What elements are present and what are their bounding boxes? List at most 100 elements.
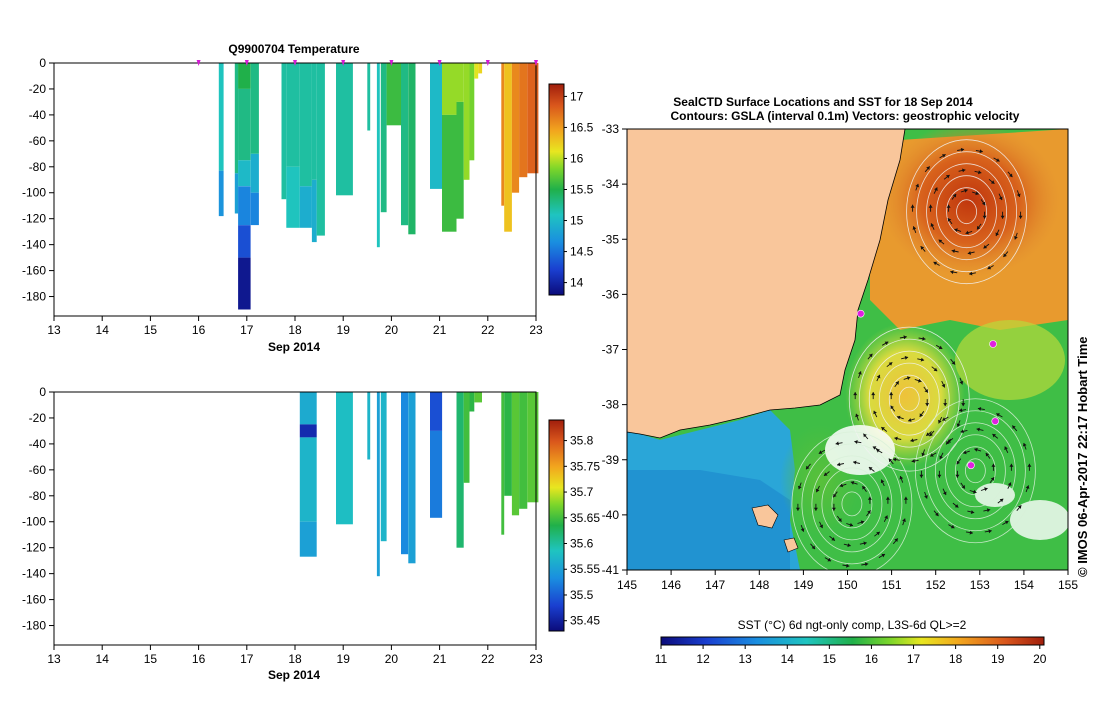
velocity-vector-head [935, 512, 939, 517]
gsla-contour-eddy-1 [898, 386, 920, 412]
velocity-vector-head [984, 487, 988, 492]
gsla-contour-eddy-3 [841, 491, 863, 517]
velocity-vector-head [934, 187, 938, 191]
salinity-profile-15-segment-0 [519, 392, 528, 509]
velocity-vector-head [1025, 485, 1030, 489]
velocity-vector-head [1009, 463, 1014, 467]
velocity-vector-head [1004, 446, 1008, 451]
temperature-x-tick-label: 16 [192, 323, 206, 337]
cool-water-strait [627, 470, 790, 570]
temperature-colorbar-tick-label: 15.5 [570, 183, 594, 197]
temperature-profile-0-segment-0 [218, 63, 224, 171]
velocity-vector-head [973, 489, 977, 494]
temperature-section-plot: Q9900704 Temperature 13 14 15 16 17 18 19 20 21 2… [22, 42, 594, 354]
temperature-profile-5-segment-1 [286, 166, 300, 228]
velocity-vector-head [983, 245, 988, 249]
temperature-profile-25-segment-0 [511, 63, 520, 193]
geostrophic-velocity-vectors [795, 147, 1032, 568]
temperature-y-tick-label: -80 [29, 160, 47, 174]
salinity-profile-7-segment-1 [430, 430, 443, 518]
velocity-vector-head [838, 518, 842, 522]
velocity-vector-head [990, 477, 995, 481]
velocity-vector-head [911, 459, 915, 463]
temperature-profile-3-segment-0 [250, 63, 259, 154]
velocity-vector-head [954, 228, 958, 232]
map-longitude-tick-label: 155 [1058, 578, 1078, 592]
velocity-vector-head [880, 479, 885, 484]
velocity-vector-head [797, 485, 802, 490]
surface-marker [389, 60, 394, 66]
seal-location-marker [991, 417, 1000, 425]
gsla-contour-eddy-0 [956, 199, 977, 225]
seal-location-marker [967, 461, 975, 470]
temperature-x-tick-label: 13 [47, 323, 61, 337]
temperature-y-tick-label: 0 [39, 56, 46, 70]
velocity-vector-head [902, 518, 906, 522]
salinity-profile-0-segment-1 [299, 424, 317, 438]
velocity-vector-head [847, 543, 851, 548]
velocity-vector-head [1009, 173, 1013, 178]
temperature-profile-7-segment-0 [311, 63, 317, 180]
velocity-vector-head [881, 553, 885, 558]
surface-marker [244, 60, 249, 66]
temperature-y-tick-label: -140 [22, 238, 46, 252]
velocity-vector-head [961, 403, 966, 407]
velocity-vector-head [831, 507, 836, 511]
velocity-vector-head [881, 427, 885, 431]
map-longitude-tick-label: 149 [793, 578, 813, 592]
velocity-vector-head [930, 223, 935, 227]
gsla-contour-eddy-1 [858, 338, 960, 460]
velocity-vector-head [806, 465, 810, 470]
salinity-x-tick-label: 19 [337, 652, 351, 666]
temperature-x-tick-label: 22 [481, 323, 495, 337]
velocity-vector-head [876, 531, 880, 536]
temperature-profile-7-segment-1 [311, 179, 317, 243]
temperature-profile-15-segment-0 [408, 63, 416, 235]
velocity-vector-head [950, 524, 955, 529]
velocity-vector-head [850, 481, 855, 485]
temperature-profile-3-segment-1 [250, 153, 259, 193]
salinity-colorbar-tick-label: 35.7 [570, 485, 594, 499]
velocity-vector-head [855, 413, 859, 418]
salinity-profile-6-segment-0 [408, 392, 416, 564]
temperature-x-tick-label: 19 [337, 323, 351, 337]
salinity-y-tick-label: 0 [39, 385, 46, 399]
land-island [751, 504, 779, 529]
velocity-vector-head [871, 392, 876, 396]
salinity-profile-16-segment-0 [527, 392, 539, 503]
temperature-x-tick-label: 21 [433, 323, 447, 337]
gsla-contour-eddy-0 [916, 151, 1017, 273]
velocity-vector-head [999, 498, 1004, 503]
velocity-vector-head [904, 355, 909, 360]
velocity-vector-head [919, 413, 924, 417]
salinity-colorbar-tick-label: 35.55 [570, 562, 600, 576]
velocity-vector-head [858, 371, 862, 375]
temperature-x-tick-label: 20 [385, 323, 399, 337]
velocity-vector-head [960, 429, 964, 434]
velocity-vector-head [976, 427, 980, 432]
gsla-contour-eddy-3 [811, 455, 893, 553]
velocity-vector-head [1003, 253, 1007, 257]
temperature-y-tick-label: -160 [22, 264, 46, 278]
velocity-vector-head [910, 438, 914, 443]
velocity-vector-head [938, 345, 943, 350]
salinity-colorbar-tick-label: 35.5 [570, 588, 594, 602]
gsla-contour-eddy-3 [821, 467, 883, 541]
velocity-vector-head [876, 374, 881, 379]
salinity-x-label: Sep 2014 [268, 668, 320, 682]
salinity-profile-1-segment-0 [336, 392, 353, 525]
velocity-vector-head [1014, 236, 1018, 240]
gsla-contours [791, 139, 1036, 570]
temperature-profile-9-segment-0 [336, 63, 353, 196]
salinity-profile-0-segment-2 [299, 437, 317, 522]
velocity-vector-head [963, 450, 967, 455]
sst-colorbar-ticks: 11 12 13 14 15 16 17 18 19 20 [655, 645, 1047, 666]
salinity-profile-5-segment-0 [401, 392, 409, 555]
salinity-y-tick-label: -140 [22, 567, 46, 581]
velocity-vector-head [947, 218, 952, 222]
velocity-vector-head [954, 504, 959, 508]
map-longitude-tick-label: 150 [837, 578, 857, 592]
velocity-vector-head [933, 261, 938, 266]
velocity-vector-head [903, 496, 908, 500]
